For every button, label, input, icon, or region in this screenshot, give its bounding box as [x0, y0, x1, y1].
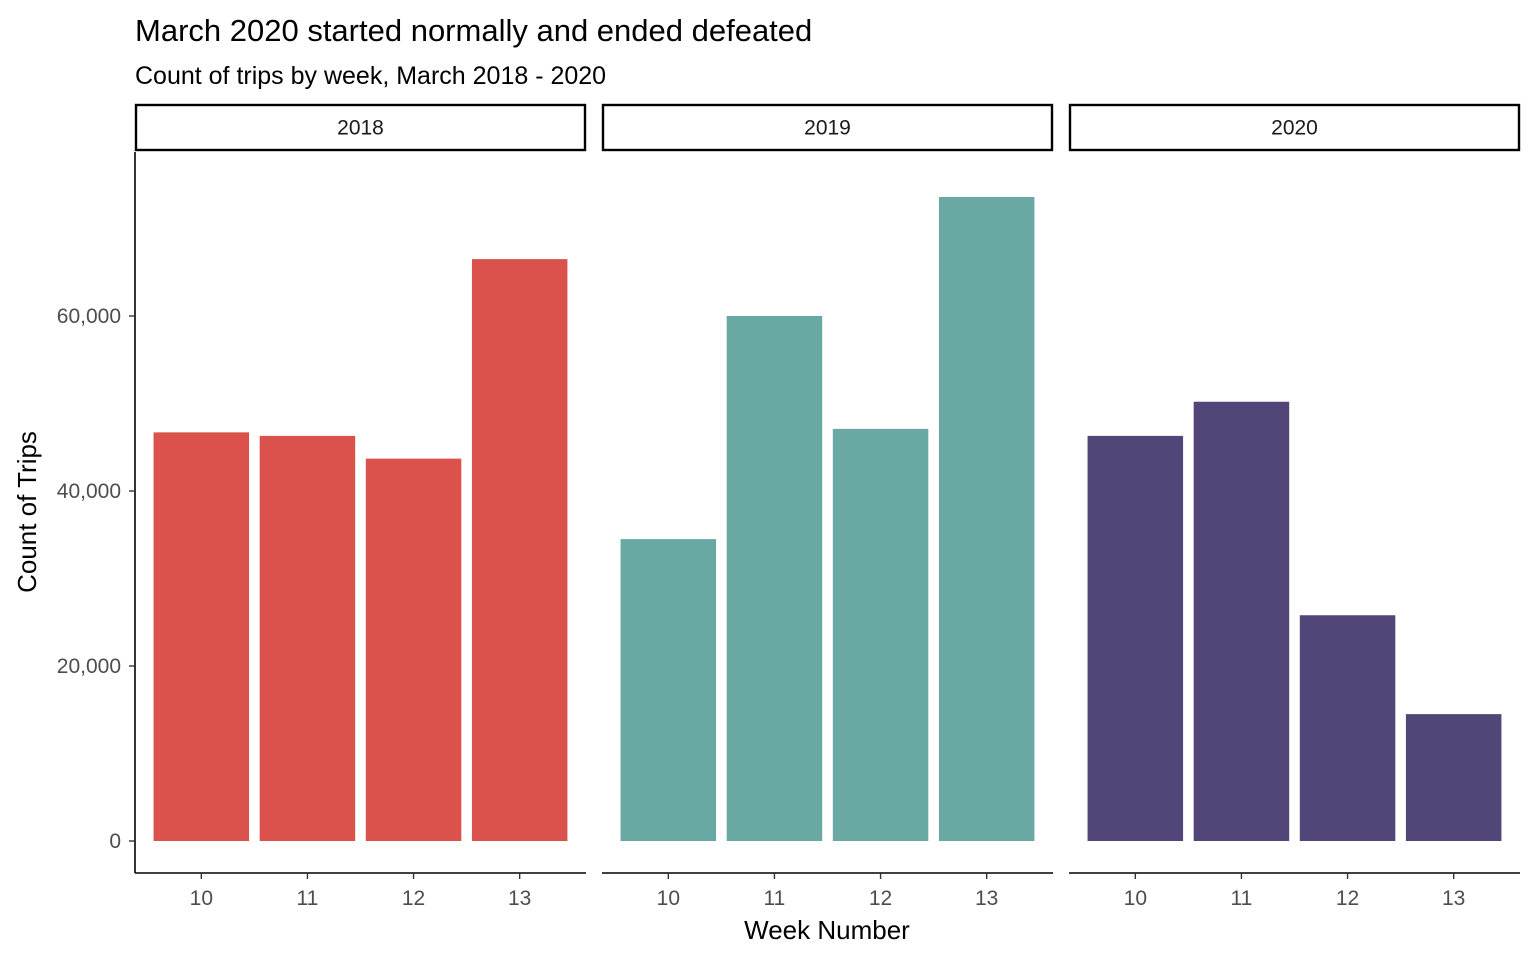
facet-strip-label: 2019 — [804, 117, 851, 140]
chart-subtitle: Count of trips by week, March 2018 - 202… — [135, 62, 606, 90]
x-tick-label: 11 — [1231, 887, 1253, 910]
bar-2019-week-13 — [938, 197, 1035, 841]
bar-2018-week-13 — [471, 259, 568, 841]
x-tick-label: 11 — [297, 887, 319, 910]
x-tick-label: 12 — [869, 887, 892, 910]
y-tick-label: 40,000 — [57, 480, 121, 503]
facet-strip — [134, 103, 587, 152]
x-tick-label: 10 — [1124, 887, 1147, 910]
x-tick-label: 13 — [508, 887, 531, 910]
panel-2020: 2020 10 11 12 13 — [1068, 103, 1521, 910]
x-tick-label: 11 — [764, 887, 786, 910]
y-tick-label: 60,000 — [57, 305, 121, 328]
y-axis: 0 20,000 40,000 60,000 — [57, 152, 136, 873]
bar-2020-week-12 — [1299, 615, 1396, 841]
bar-2019-week-10 — [620, 539, 717, 841]
facet-strip — [601, 103, 1054, 152]
bar-2019-week-11 — [726, 316, 823, 841]
bar-2020-week-11 — [1193, 401, 1290, 841]
y-tick-label: 0 — [109, 830, 121, 853]
facet-panels: 2018 10 11 12 13 2019 10 11 12 13 2020 10 11 12 13 — [134, 103, 1521, 910]
chart-title: March 2020 started normally and ended de… — [135, 13, 812, 48]
bar-2018-week-12 — [365, 458, 462, 841]
x-tick-label: 12 — [402, 887, 425, 910]
bar-2020-week-10 — [1087, 435, 1184, 841]
facet-strip-label: 2020 — [1271, 117, 1318, 140]
bar-2018-week-10 — [153, 432, 250, 841]
x-tick-label: 13 — [1442, 887, 1465, 910]
facet-strip-label: 2018 — [337, 117, 384, 140]
bar-2019-week-12 — [832, 428, 929, 841]
x-axis-title: Week Number — [744, 915, 910, 945]
x-tick-label: 10 — [657, 887, 680, 910]
x-tick-label: 10 — [190, 887, 213, 910]
bar-2018-week-11 — [259, 435, 356, 841]
x-tick-label: 13 — [975, 887, 998, 910]
x-tick-label: 12 — [1336, 887, 1359, 910]
facet-strip — [1068, 103, 1521, 152]
y-axis-title: Count of Trips — [12, 431, 42, 593]
panel-2018: 2018 10 11 12 13 — [134, 103, 587, 910]
bar-2020-week-13 — [1405, 714, 1502, 841]
panel-2019: 2019 10 11 12 13 — [601, 103, 1054, 910]
y-tick-label: 20,000 — [57, 655, 121, 678]
